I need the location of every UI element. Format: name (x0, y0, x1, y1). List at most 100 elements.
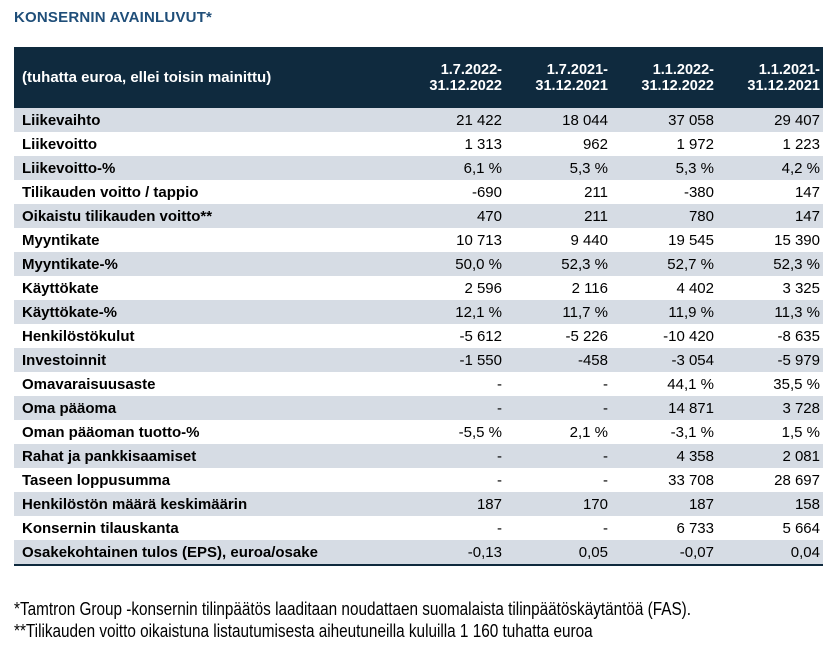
table-row: Henkilöstökulut -5 612 -5 226 -10 420 -8 635 (14, 324, 823, 348)
value-cell: - (497, 519, 502, 537)
value-cell: 33 708 (668, 471, 714, 489)
table-header-row: (tuhatta euroa, ellei toisin mainittu) 1… (14, 47, 823, 108)
footnote-adjusted-profit: **Tilikauden voitto oikaistuna listautum… (14, 621, 593, 641)
value-cell: 6,1 % (463, 159, 502, 177)
value-cell: 187 (688, 495, 714, 513)
key-figures-table: (tuhatta euroa, ellei toisin mainittu) 1… (14, 47, 823, 566)
value-cell: -5 979 (777, 351, 820, 369)
value-cell: 1 313 (464, 135, 502, 153)
value-cell: 0,05 (578, 543, 608, 561)
value-cell: 44,1 % (667, 375, 714, 393)
page-title: KONSERNIN AVAINLUVUT* (14, 9, 213, 26)
table-row: Oikaistu tilikauden voitto** 470 211 780 147 (14, 204, 823, 228)
value-cell: 470 (476, 207, 502, 225)
table-row: Osakekohtainen tulos (EPS), euroa/osake -… (14, 540, 823, 564)
table-row: Liikevaihto 21 422 18 044 37 058 29 407 (14, 108, 823, 132)
table-row: Henkilöstön määrä keskimäärin 187 170 187 15… (14, 492, 823, 516)
value-cell: 12,1 % (455, 303, 502, 321)
table-row: Käyttökate-% 12,1 % 11,7 % 11,9 % 11,3 % (14, 300, 823, 324)
row-label: Taseen loppusumma (22, 471, 171, 489)
value-cell: - (603, 399, 608, 417)
value-cell: 2 116 (571, 279, 608, 297)
value-cell: 6 733 (676, 519, 714, 537)
value-cell: -1 550 (459, 351, 502, 369)
row-label: Oman pääoman tuotto-% (22, 423, 200, 441)
row-label: Henkilöstön määrä keskimäärin (22, 495, 248, 513)
value-cell: 11,3 % (774, 303, 820, 321)
table-row: Omavaraisuusaste - - 44,1 % 35,5 % (14, 372, 823, 396)
value-cell: 147 (794, 207, 820, 225)
value-cell: -458 (577, 351, 608, 369)
value-cell: -690 (471, 183, 502, 201)
value-cell: - (497, 399, 502, 417)
value-cell: 211 (584, 183, 608, 201)
value-cell: 5,3 % (675, 159, 714, 177)
value-cell: 1 972 (676, 135, 714, 153)
value-cell: - (603, 519, 608, 537)
value-cell: 18 044 (562, 111, 608, 129)
value-cell: 28 697 (774, 471, 820, 489)
value-cell: 2 081 (782, 447, 820, 465)
value-cell: 4 358 (676, 447, 714, 465)
value-cell: -3 054 (671, 351, 714, 369)
value-cell: 147 (794, 183, 820, 201)
value-cell: 211 (584, 207, 608, 225)
value-cell: 158 (794, 495, 820, 513)
row-label: Henkilöstökulut (22, 327, 135, 345)
value-cell: 50,0 % (455, 255, 502, 273)
row-label: Myyntikate (22, 231, 100, 249)
value-cell: 10 713 (456, 231, 502, 249)
value-cell: 2,1 % (569, 423, 608, 441)
table-row: Investoinnit -1 550 -458 -3 054 -5 979 (14, 348, 823, 372)
value-cell: -380 (683, 183, 714, 201)
value-cell: - (497, 375, 502, 393)
value-cell: - (603, 375, 608, 393)
value-cell: - (497, 447, 502, 465)
column-header-fy-2022: 1.1.2022- 31.12.2022 (641, 61, 714, 94)
row-label: Oikaistu tilikauden voitto** (22, 207, 213, 225)
row-label: Myyntikate-% (22, 255, 118, 273)
table-row: Oman pääoman tuotto-% -5,5 % 2,1 % -3,1 % 1,… (14, 420, 823, 444)
row-label: Käyttökate (22, 279, 99, 297)
row-label: Investoinnit (22, 351, 107, 369)
value-cell: 4 402 (676, 279, 714, 297)
row-label: Liikevoitto (22, 135, 98, 153)
value-cell: - (497, 471, 502, 489)
table-row: Liikevoitto 1 313 962 1 972 1 223 (14, 132, 823, 156)
table-row: Konsernin tilauskanta - - 6 733 5 664 (14, 516, 823, 540)
row-label: Konsernin tilauskanta (22, 519, 179, 537)
value-cell: 35,5 % (773, 375, 820, 393)
column-header-h2-2021: 1.7.2021- 31.12.2021 (535, 61, 608, 94)
value-cell: 5 664 (782, 519, 820, 537)
column-header-h2-2022: 1.7.2022- 31.12.2022 (429, 61, 502, 94)
value-cell: 52,3 % (773, 255, 820, 273)
row-label: Omavaraisuusaste (22, 375, 156, 393)
value-cell: 15 390 (774, 231, 820, 249)
value-cell: -0,07 (679, 543, 714, 561)
value-cell: 52,7 % (667, 255, 714, 273)
value-cell: - (603, 471, 608, 489)
value-cell: 14 871 (668, 399, 714, 417)
value-cell: -5,5 % (458, 423, 502, 441)
table-row: Myyntikate-% 50,0 % 52,3 % 52,7 % 52,3 % (14, 252, 823, 276)
value-cell: -8 635 (777, 327, 820, 345)
row-label: Osakekohtainen tulos (EPS), euroa/osake (22, 543, 318, 561)
value-cell: 19 545 (668, 231, 714, 249)
value-cell: 5,3 % (569, 159, 608, 177)
value-cell: 0,04 (790, 543, 820, 561)
value-cell: 11,9 % (668, 303, 714, 321)
row-label: Käyttökate-% (22, 303, 118, 321)
value-cell: 187 (476, 495, 502, 513)
table-row: Tilikauden voitto / tappio -690 211 -380 147 (14, 180, 823, 204)
value-cell: 170 (582, 495, 608, 513)
table-row: Liikevoitto-% 6,1 % 5,3 % 5,3 % 4,2 % (14, 156, 823, 180)
value-cell: 3 728 (782, 399, 820, 417)
table-body: Liikevaihto 21 422 18 044 37 058 29 407 Liike… (14, 108, 823, 564)
table-row: Oma pääoma - - 14 871 3 728 (14, 396, 823, 420)
table-row: Rahat ja pankkisaamiset - - 4 358 2 081 (14, 444, 823, 468)
table-row: Käyttökate 2 596 2 116 4 402 3 325 (14, 276, 823, 300)
value-cell: 1,5 % (781, 423, 820, 441)
value-cell: 21 422 (456, 111, 502, 129)
row-label: Rahat ja pankkisaamiset (22, 447, 197, 465)
